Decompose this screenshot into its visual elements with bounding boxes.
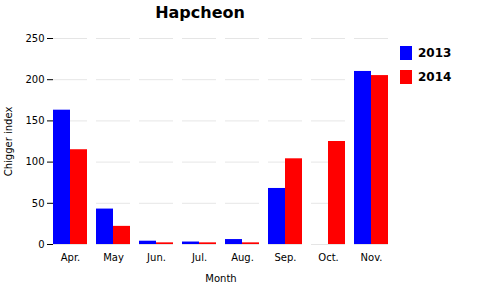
svg-text:100: 100: [25, 156, 44, 167]
svg-text:150: 150: [25, 115, 44, 126]
svg-text:Oct.: Oct.: [318, 252, 338, 263]
svg-text:200: 200: [25, 74, 44, 85]
svg-text:250: 250: [25, 33, 44, 44]
svg-text:Chigger index: Chigger index: [3, 107, 14, 177]
svg-text:0: 0: [38, 239, 44, 250]
svg-text:Apr.: Apr.: [61, 252, 81, 263]
html-text:Hapcheon: Hapcheon: [155, 3, 245, 22]
svg-text:Nov.: Nov.: [361, 252, 383, 263]
html-text:2013: 2013: [418, 46, 452, 60]
html-text:2014: 2014: [418, 70, 452, 84]
svg-text:50: 50: [32, 198, 45, 209]
svg-text:Jun.: Jun.: [146, 252, 166, 263]
svg-text:Aug.: Aug.: [231, 252, 254, 263]
svg-text:Month: Month: [205, 273, 236, 284]
svg-text:Sep.: Sep.: [274, 252, 296, 263]
svg-text:Jul.: Jul.: [191, 252, 207, 263]
svg-text:May: May: [103, 252, 124, 263]
